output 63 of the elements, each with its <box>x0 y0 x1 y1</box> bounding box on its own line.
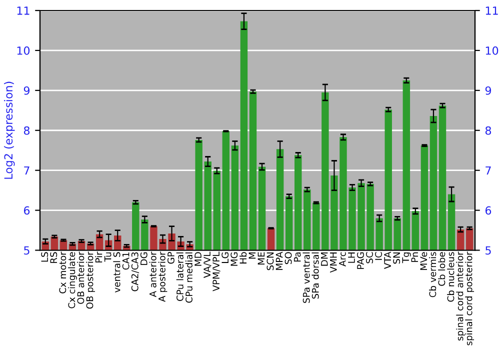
x-tick-label: Cb lobe <box>438 252 446 286</box>
y2-tick-label: 10 <box>486 46 498 55</box>
y-tick-label: 11 <box>17 6 30 15</box>
x-tick-label: CA2/CA3 <box>131 252 140 292</box>
y-axis-title: Log2 (expression) <box>4 82 15 179</box>
x-tick-label: VPM/VPL <box>212 252 220 292</box>
x-tick-label: LH <box>348 252 355 263</box>
y2-tick-label: 6 <box>486 206 492 215</box>
x-tick-label: PAG <box>357 252 364 269</box>
x-tick-label: spinal cord anterior <box>456 252 465 341</box>
y2-tick-label: 9 <box>485 86 492 95</box>
x-tick-label: CPu medial <box>185 252 192 303</box>
x-tick-label: ME <box>258 252 265 264</box>
x-tick-label: ventral S <box>113 252 120 292</box>
x-tick-label: Hb <box>240 252 247 264</box>
x-tick-label: GP <box>167 252 174 264</box>
x-tick-label: LG <box>222 252 229 263</box>
x-tick-label: IC <box>375 252 382 260</box>
x-tick-label: Pir <box>95 252 102 262</box>
y-tick-label: 6 <box>24 206 30 215</box>
x-tick-label: Cx cingulate <box>68 252 77 308</box>
x-tick-label: SN <box>393 252 400 264</box>
x-tick-label: MVe <box>420 252 428 270</box>
x-tick-label: SCN <box>266 252 274 270</box>
x-tick-label: A anterior <box>149 252 156 298</box>
y2-tick-label: 5 <box>486 246 491 255</box>
x-tick-label: CA1 <box>122 252 130 270</box>
x-tick-label: Cb vermis <box>429 252 436 298</box>
y-tick-label: 5 <box>24 246 30 255</box>
x-tick-label: Cx motor <box>59 252 66 294</box>
x-tick-label: SPa dorsal <box>312 252 319 299</box>
x-tick-label: Tu <box>104 252 112 262</box>
x-tick-label: MD <box>194 252 202 266</box>
y-tick-label: 8 <box>24 126 30 135</box>
x-tick-label: M <box>248 252 256 259</box>
y-tick-label: 9 <box>24 86 30 95</box>
x-tick-label: VA/VL <box>204 252 212 278</box>
x-tick-label: OB posterior <box>86 252 95 309</box>
x-tick-label: Cb nucleus <box>447 252 454 302</box>
x-tick-label: SC <box>366 252 373 264</box>
x-tick-label: DG <box>140 252 148 265</box>
x-tick-label: SPa ventral <box>302 252 310 303</box>
x-tick-label: LS <box>41 252 48 262</box>
x-tick-label: DM <box>321 252 328 266</box>
x-tick-label: A posterior <box>158 252 168 302</box>
y2-tick-label: 7 <box>486 166 491 175</box>
x-tick-label: RS <box>50 252 58 263</box>
x-tick-label: MPA <box>276 252 283 270</box>
y-tick-label: 7 <box>24 166 30 175</box>
x-tick-label: CPu lateral <box>176 252 184 301</box>
x-tick-label: spinal cord posterior <box>465 252 474 346</box>
x-tick-label: VMH <box>330 252 337 273</box>
x-tick-label: Pn <box>411 252 418 262</box>
x-tick-label: Pa <box>294 252 301 262</box>
y2-tick-label: 8 <box>485 126 492 135</box>
x-tick-label: MG <box>230 252 238 266</box>
x-tick-label: VTA <box>384 252 391 269</box>
x-tick-label: OB anterior <box>77 252 84 304</box>
y2-tick-label: 11 <box>486 6 498 15</box>
y-tick-label: 10 <box>17 46 30 55</box>
x-tick-label: SO <box>284 252 292 264</box>
x-tick-label: Tg <box>402 252 411 264</box>
x-tick-label: Arc <box>339 252 346 266</box>
